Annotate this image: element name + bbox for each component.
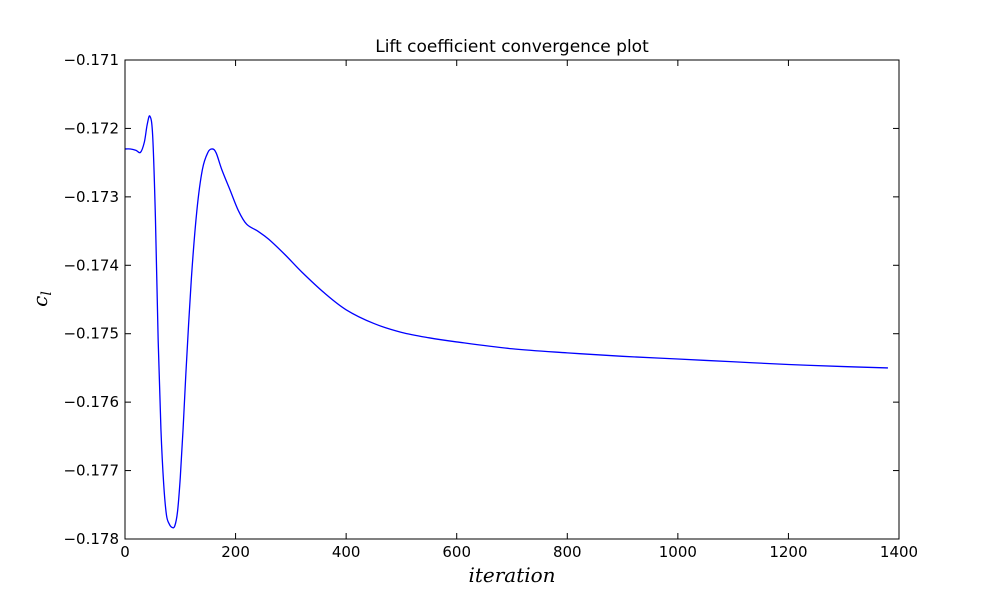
y-tick-label: −0.177 (63, 462, 119, 480)
y-axis-label-subscript: l (39, 291, 55, 295)
y-tick-label: −0.173 (63, 188, 119, 206)
y-axis-ticks: −0.171 −0.172 −0.173 −0.174 −0.175 −0.176 −0.1… (63, 51, 899, 548)
y-tick-label: −0.171 (63, 51, 119, 69)
y-axis-label: cl (28, 291, 55, 307)
x-tick-label: 0 (120, 543, 130, 561)
x-tick-label: 1400 (880, 543, 918, 561)
x-tick-label: 1200 (769, 543, 807, 561)
x-tick-label: 400 (332, 543, 361, 561)
plot-area-frame (124, 59, 900, 540)
x-axis-label: iteration (468, 563, 555, 587)
x-tick-label: 1000 (659, 543, 697, 561)
y-tick-label: −0.176 (63, 393, 119, 411)
y-tick-label: −0.175 (63, 325, 119, 343)
y-tick-label: −0.178 (63, 530, 119, 548)
y-axis-label-main: c (28, 296, 52, 307)
x-tick-label: 800 (553, 543, 582, 561)
chart-title: Lift coefficient convergence plot (375, 37, 649, 57)
x-tick-label: 600 (442, 543, 471, 561)
y-tick-label: −0.172 (63, 119, 119, 137)
y-tick-label: −0.174 (63, 256, 119, 274)
series-line (124, 115, 888, 529)
x-axis-ticks: 0 200 400 600 800 1000 1200 1400 (120, 60, 918, 561)
x-tick-label: 200 (221, 543, 250, 561)
